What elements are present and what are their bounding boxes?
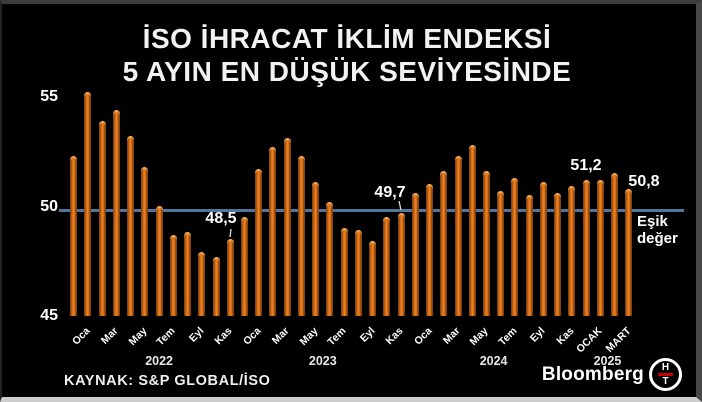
bar-ara-2021	[70, 155, 78, 316]
bar-eyl-2023	[369, 241, 377, 316]
data-label-51-2: 51,2	[570, 157, 602, 174]
source-credit: KAYNAK: S&P GLOBAL/İSO	[64, 373, 271, 389]
year-label-2022: 2022	[145, 354, 173, 368]
bar-şub-2025	[611, 173, 619, 316]
bar-tem-2022	[169, 234, 177, 316]
year-label-2024: 2024	[479, 354, 508, 368]
bar-şub-2022	[98, 120, 106, 316]
bar-ağu-2024	[525, 195, 533, 316]
data-label-48-5: 48,5	[205, 210, 237, 227]
bar-nis-2024	[468, 144, 476, 316]
bar-eyl-2022	[198, 252, 206, 316]
ht-logo-red-bar-icon	[658, 373, 673, 376]
chart-title-line2: 5 AYIN EN DÜŞÜK SEVİYESİNDE	[122, 56, 572, 87]
bar-may-2023	[312, 182, 320, 316]
bar-oca-2025	[596, 179, 604, 316]
bar-ağu-2022	[184, 232, 192, 316]
bar-may-2024	[482, 171, 490, 316]
ht-logo-t: T	[662, 376, 669, 387]
bar-eyl-2024	[539, 182, 547, 316]
threshold-line	[59, 208, 684, 212]
bar-tem-2023	[340, 228, 348, 316]
bar-mar-2023	[283, 138, 291, 316]
year-label-2025: 2025	[593, 354, 622, 368]
bar-mar-2024	[454, 155, 462, 316]
y-axis-tick-45: 45	[40, 306, 58, 324]
bloomberg-ht-branding: Bloomberg H T	[542, 358, 682, 391]
bar-ara-2024	[582, 179, 590, 316]
data-label-49-7: 49,7	[374, 184, 406, 201]
bar-oca-2022	[84, 92, 92, 316]
bar-şub-2023	[269, 147, 277, 316]
threshold-label: Eşik değer	[637, 213, 678, 247]
bar-haz-2023	[326, 201, 334, 316]
bar-şub-2024	[440, 171, 448, 316]
bar-may-2022	[141, 166, 149, 316]
bar-haz-2022	[155, 206, 163, 316]
y-axis-tick-55: 55	[40, 87, 58, 105]
bar-kas-2024	[568, 186, 576, 316]
bar-nis-2023	[297, 155, 305, 316]
chart-title: İSO İHRACAT İKLİM ENDEKSİ 5 AYIN EN DÜŞÜ…	[2, 22, 692, 88]
bar-ara-2023	[411, 193, 419, 316]
bloomberg-wordmark: Bloomberg	[541, 363, 644, 385]
bar-tem-2024	[511, 177, 519, 316]
ht-logo-icon: H T	[649, 358, 682, 391]
bar-oca-2024	[426, 184, 434, 316]
bar-kas-2022	[226, 239, 234, 316]
bar-ağu-2023	[354, 230, 362, 316]
data-label-50-8: 50,8	[628, 173, 660, 190]
bar-kas-2023	[397, 212, 405, 316]
bar-nis-2022	[127, 136, 135, 316]
bar-ara-2022	[241, 217, 248, 316]
bar-oca-2023	[255, 168, 263, 316]
bar-haz-2024	[497, 190, 505, 316]
y-axis-tick-50: 50	[40, 197, 58, 215]
year-label-2023: 2023	[308, 354, 337, 368]
bar-eki-2024	[554, 193, 562, 316]
bar-mar-2022	[112, 109, 120, 316]
bar-mar-2025	[625, 188, 633, 316]
chart-title-line1: İSO İHRACAT İKLİM ENDEKSİ	[142, 23, 552, 54]
ht-logo-h: H	[661, 362, 670, 373]
bar-eki-2022	[212, 256, 220, 316]
bar-eki-2023	[383, 217, 391, 316]
